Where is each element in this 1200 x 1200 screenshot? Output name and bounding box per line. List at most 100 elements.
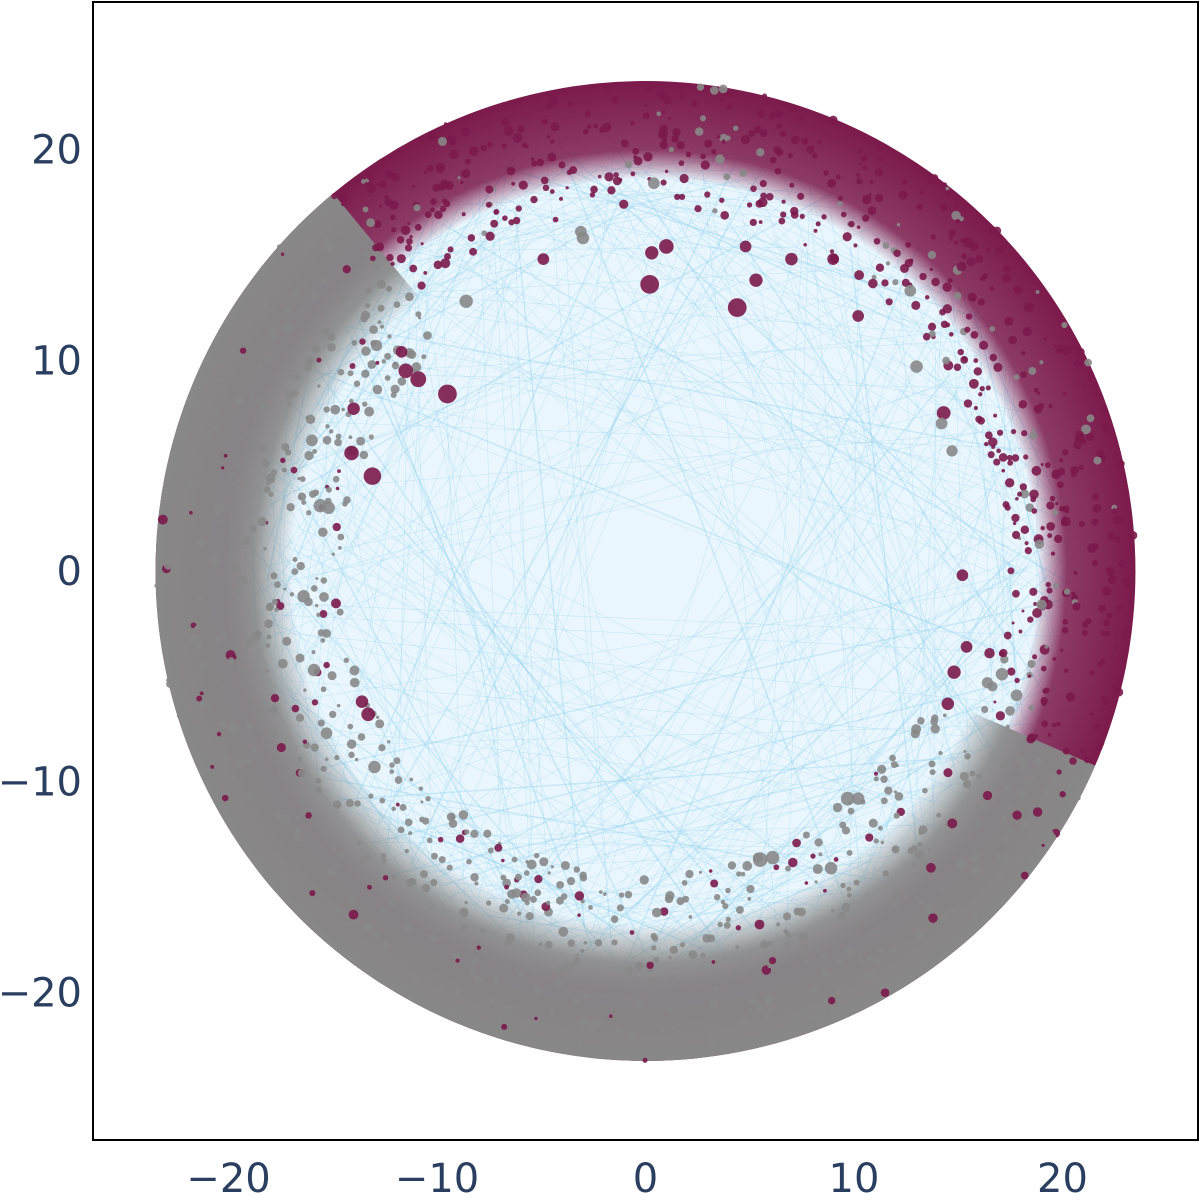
node-dot (366, 183, 377, 193)
node-dot (996, 448, 1002, 454)
node-dot (390, 172, 400, 182)
node-dot (336, 608, 344, 616)
node-dot (847, 807, 855, 815)
node-dot (1054, 534, 1063, 544)
node-dot (792, 838, 801, 848)
node-dot (1032, 654, 1038, 660)
node-dot (315, 786, 323, 794)
node-dot (373, 931, 380, 938)
node-dot (1043, 790, 1050, 797)
node-dot (177, 460, 186, 469)
node-dot (668, 955, 672, 960)
node-dot (956, 261, 967, 272)
node-dot (991, 904, 1000, 913)
node-dot (289, 592, 295, 597)
node-dot (517, 125, 525, 133)
node-dot (837, 911, 847, 921)
node-dot (382, 942, 390, 950)
node-dot (283, 587, 287, 591)
node-dot (387, 334, 392, 339)
maroon-node-point (410, 371, 427, 388)
node-dot (1020, 871, 1029, 880)
node-dot (336, 703, 341, 708)
node-dot (554, 965, 565, 975)
node-dot (1062, 516, 1068, 522)
node-dot (981, 705, 989, 714)
node-dot (390, 261, 395, 267)
node-dot (665, 891, 675, 901)
node-dot (481, 230, 488, 237)
node-dot (982, 790, 993, 801)
node-dot (945, 186, 950, 191)
node-dot (514, 873, 522, 881)
node-dot (1078, 464, 1084, 471)
node-dot (341, 202, 345, 207)
node-dot (756, 148, 765, 157)
node-dot (841, 932, 846, 937)
node-dot (1036, 847, 1044, 855)
node-dot (868, 971, 878, 981)
node-dot (222, 632, 227, 638)
node-dot (727, 861, 737, 870)
node-dot (216, 731, 222, 737)
node-dot (293, 372, 301, 381)
node-dot (230, 529, 236, 535)
node-dot (942, 182, 947, 187)
node-dot (984, 431, 993, 440)
node-dot (430, 198, 437, 205)
node-dot (759, 180, 767, 188)
node-dot (446, 812, 456, 822)
node-dot (982, 866, 986, 871)
node-dot (241, 537, 250, 546)
node-dot (963, 749, 967, 754)
node-dot (575, 1040, 584, 1049)
node-dot (1091, 518, 1099, 526)
node-dot (431, 852, 438, 860)
node-dot (304, 240, 309, 246)
node-dot (957, 348, 964, 356)
node-dot (880, 797, 888, 805)
node-dot (348, 435, 353, 440)
node-dot (1062, 449, 1069, 456)
node-dot (874, 930, 880, 935)
node-dot (1102, 698, 1110, 706)
node-dot (250, 746, 257, 753)
node-dot (973, 358, 979, 363)
node-dot (430, 904, 435, 909)
y-axis-ticks: 20 10 0 −10 −20 (0, 128, 82, 1017)
node-dot (430, 879, 438, 887)
node-dot (869, 931, 874, 936)
node-dot (501, 117, 510, 126)
node-dot (791, 1013, 801, 1023)
node-dot (437, 988, 443, 993)
node-dot (580, 948, 585, 953)
node-dot (679, 93, 686, 100)
node-dot (542, 184, 550, 192)
node-dot (457, 1004, 465, 1012)
node-dot (880, 775, 888, 784)
node-dot (942, 282, 952, 292)
node-dot (624, 160, 633, 169)
node-dot (572, 998, 579, 1005)
node-dot (735, 925, 742, 931)
node-dot (1071, 594, 1078, 601)
node-dot (785, 865, 791, 872)
node-dot (575, 953, 579, 957)
node-dot (533, 852, 540, 859)
node-dot (851, 934, 855, 939)
node-dot (1012, 589, 1020, 598)
node-dot (783, 929, 788, 934)
node-dot (643, 152, 653, 162)
node-dot (1087, 376, 1093, 382)
node-dot (679, 173, 689, 184)
node-dot (502, 878, 511, 888)
node-dot (498, 999, 503, 1003)
node-dot (347, 370, 354, 377)
node-dot (360, 179, 366, 184)
node-dot (232, 564, 241, 573)
node-dot (707, 1034, 714, 1041)
node-dot (218, 518, 223, 523)
gray-node-point (370, 339, 383, 352)
node-dot (244, 639, 253, 648)
node-dot (396, 236, 405, 244)
